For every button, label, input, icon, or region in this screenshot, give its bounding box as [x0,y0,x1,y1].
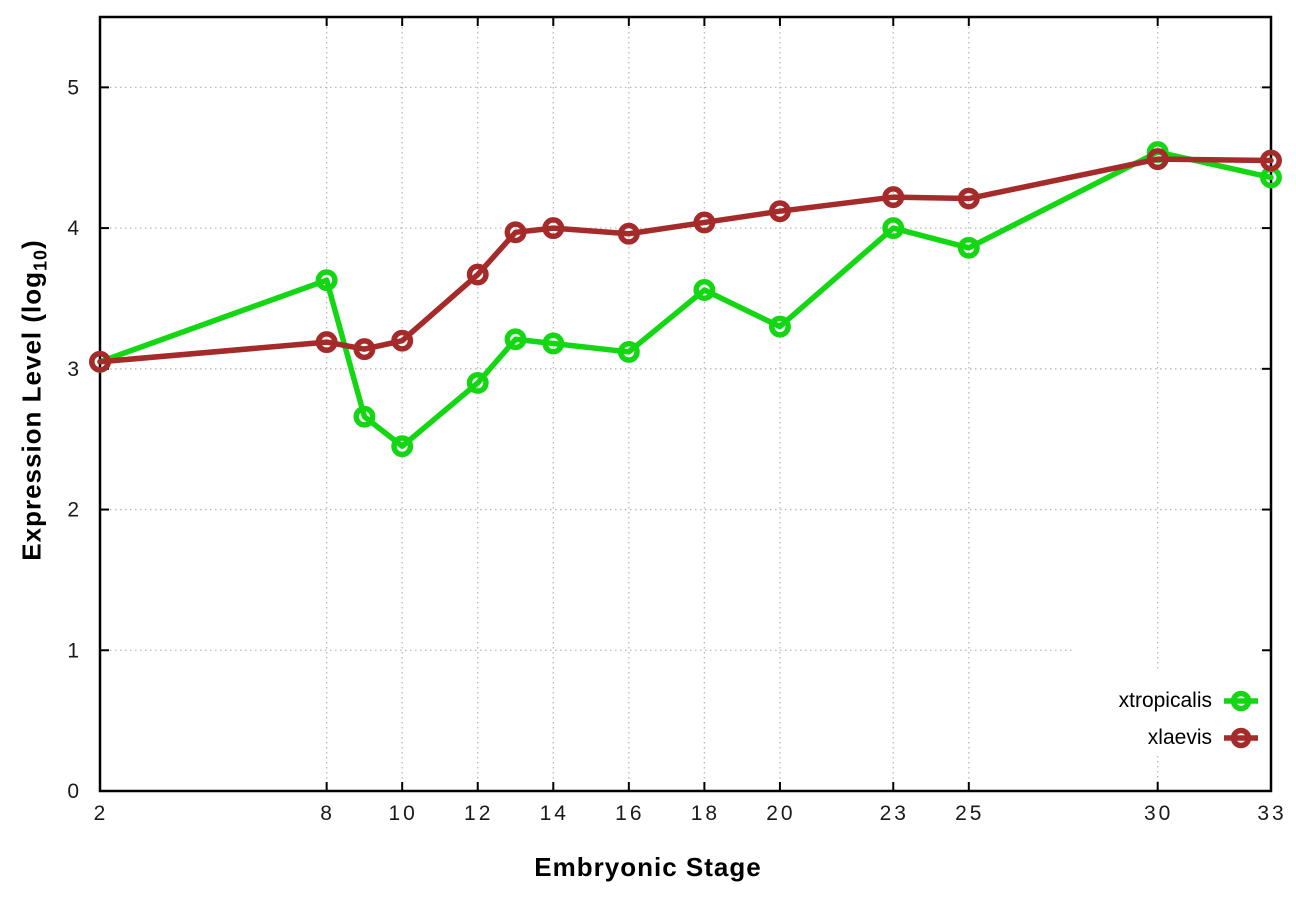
y-axis-label: Expression Level (log10) [16,239,51,560]
legend-marker-xlaevis [1224,727,1258,748]
data-point-xtropicalis [315,269,338,292]
data-point-xlaevis [89,350,111,373]
y-tick-label: 5 [67,76,82,99]
y-axis-label-suffix: ) [16,239,47,249]
plot-border [98,15,1273,793]
data-point-xtropicalis [957,236,980,259]
y-axis-label-subscript: 10 [30,248,51,271]
legend-marker-xtropicalis [1224,690,1258,711]
data-point-xlaevis [768,200,791,223]
data-point-xlaevis [391,329,414,352]
x-tick-label: 30 [1144,802,1173,825]
series-xtropicalis [89,141,1282,458]
legend-item-xlaevis: xlaevis [1119,719,1260,756]
data-point-xlaevis [315,331,338,354]
tick-marks [99,17,1272,792]
data-point-xlaevis [466,263,489,286]
x-tick-label: 10 [389,802,418,825]
data-point-xtropicalis [693,279,716,301]
data-point-xlaevis [693,211,716,234]
gridlines [100,17,1271,791]
data-point-xtropicalis [542,332,565,355]
data-point-xlaevis [1146,148,1169,171]
data-point-xtropicalis [504,328,527,351]
data-point-xtropicalis [768,315,791,338]
data-point-xtropicalis [353,405,376,428]
y-tick-label: 1 [67,639,82,662]
y-tick-label: 2 [67,499,82,522]
legend-item-xtropicalis: xtropicalis [1119,682,1260,719]
data-point-xtropicalis [617,340,640,363]
x-axis-label: Embryonic Stage [534,852,762,882]
data-point-xlaevis [882,186,905,209]
legend-label-xlaevis: xlaevis [1147,725,1212,749]
data-point-xlaevis [353,338,376,361]
legend-label-xtropicalis: xtropicalis [1118,688,1212,712]
x-tick-label: 2 [94,802,109,825]
data-point-xlaevis [1260,149,1282,172]
y-tick-label: 0 [67,780,82,803]
data-point-xlaevis [504,221,527,244]
series-xlaevis [89,148,1282,373]
data-point-xlaevis [542,217,565,240]
x-tick-label: 20 [766,802,795,825]
series-line-xtropicalis [97,149,1274,449]
y-tick-label: 3 [67,358,82,381]
x-tick-label: 14 [540,802,569,825]
data-point-xtropicalis [882,217,905,240]
data-point-xtropicalis [466,371,489,394]
y-tick-label: 4 [67,217,82,240]
x-tick-label: 25 [955,802,984,825]
data-point-xlaevis [617,222,640,245]
x-tick-label: 8 [320,802,335,825]
data-point-xlaevis [957,187,980,210]
x-tick-label: 18 [691,802,720,825]
legend: xtropicalis xlaevis [1119,682,1260,756]
x-tick-label: 12 [464,802,493,825]
x-tick-label: 33 [1257,802,1286,825]
data-point-xtropicalis [391,435,414,458]
series-line-xlaevis [97,156,1274,365]
y-axis-label-text: Expression Level (log [16,270,47,561]
x-tick-label: 16 [615,802,644,825]
x-tick-label: 23 [880,802,909,825]
